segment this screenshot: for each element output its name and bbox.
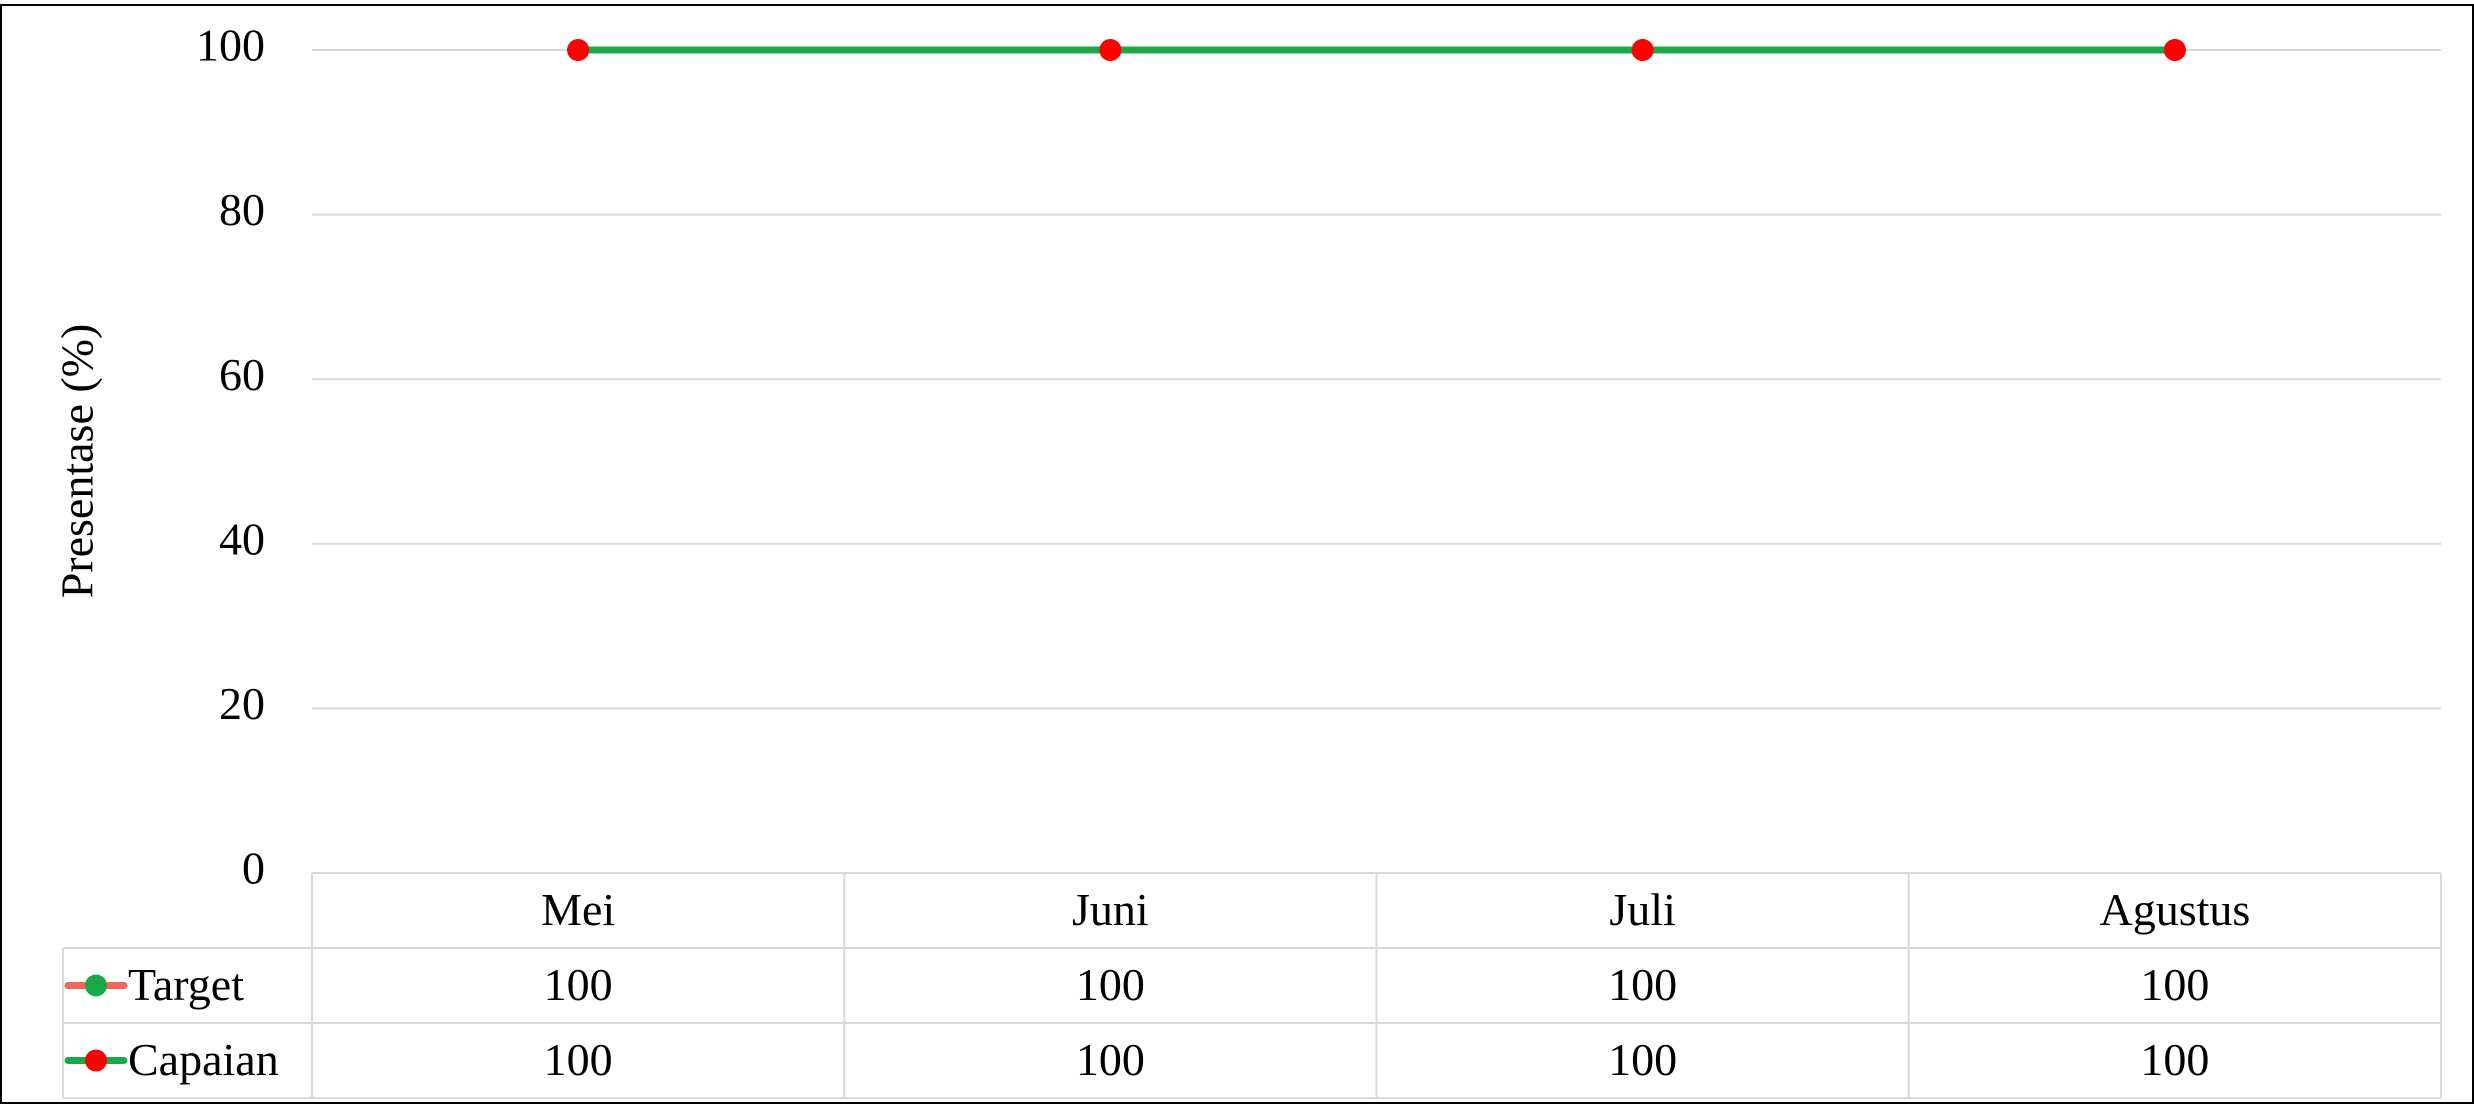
- table-value: 100: [544, 1034, 613, 1085]
- legend-marker: [85, 1049, 107, 1072]
- legend-label: Target: [128, 959, 244, 1010]
- chart-border: [0, 4, 2474, 1104]
- table-value: 100: [2140, 959, 2209, 1010]
- y-tick-label: 80: [219, 184, 265, 235]
- table-value: 100: [1076, 959, 1145, 1010]
- y-axis-label: Presentase (%): [52, 324, 103, 599]
- y-tick-label: 40: [219, 513, 265, 564]
- x-tick-label: Mei: [541, 884, 615, 935]
- table-value: 100: [544, 959, 613, 1010]
- legend-label: Capaian: [128, 1034, 279, 1085]
- table-value: 100: [1608, 959, 1677, 1010]
- marker: [1099, 39, 1122, 61]
- y-tick-label: 0: [242, 843, 265, 894]
- y-tick-label: 100: [196, 20, 265, 71]
- marker: [1631, 39, 1654, 61]
- x-tick-label: Juli: [1609, 884, 1675, 935]
- marker: [2163, 39, 2186, 61]
- legend-marker: [85, 974, 107, 997]
- marker: [567, 39, 590, 61]
- table-value: 100: [2140, 1034, 2209, 1085]
- table-value: 100: [1608, 1034, 1677, 1085]
- x-tick-label: Juni: [1072, 884, 1149, 935]
- y-tick-label: 60: [219, 349, 265, 400]
- y-tick-label: 20: [219, 678, 265, 729]
- table-value: 100: [1076, 1034, 1145, 1085]
- x-tick-label: Agustus: [2099, 884, 2250, 935]
